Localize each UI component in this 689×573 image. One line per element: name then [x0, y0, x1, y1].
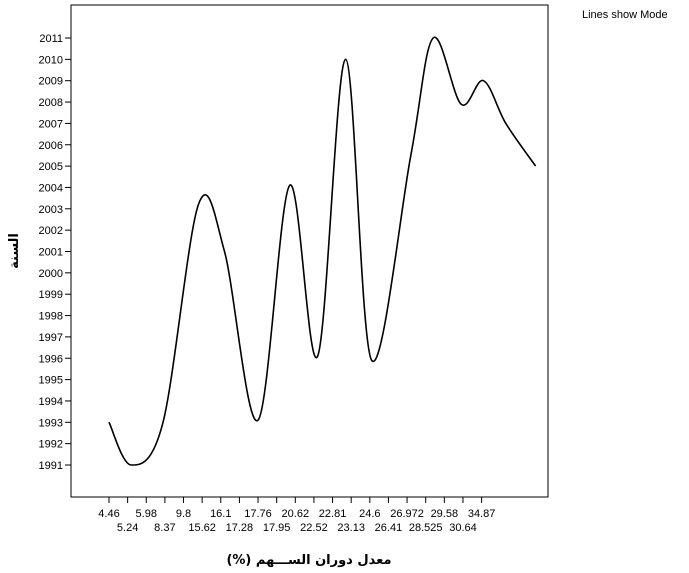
y-tick-label: 2010	[39, 54, 63, 66]
y-tick-label: 1998	[39, 311, 63, 323]
y-tick-label: 2011	[39, 33, 63, 45]
y-tick-label: 1992	[39, 439, 63, 451]
y-tick-label: 2001	[39, 247, 63, 259]
y-tick-label: 2008	[39, 97, 63, 109]
x-tick-label: 22.81	[319, 508, 347, 520]
y-axis: 1991 1992 1993 1994 1995 1996 1997 1998 1999 2000…	[39, 33, 71, 472]
x-tick-label: 30.64	[449, 522, 477, 534]
y-tick-label: 1996	[39, 353, 63, 365]
x-tick-label: 24.6	[359, 508, 380, 520]
y-tick-label: 2009	[39, 76, 63, 88]
x-tick-label: 17.95	[263, 522, 291, 534]
x-tick-label: 26.972	[390, 508, 424, 520]
x-tick-label: 16.1	[210, 508, 231, 520]
x-axis: 4.46 5.24 5.98 8.379.8 15.62 16.1 17.28 17.76 17…	[98, 497, 495, 534]
y-tick-label: 2002	[39, 225, 63, 237]
x-tick-label: 4.46	[98, 508, 119, 520]
y-tick-label: 2004	[39, 182, 63, 194]
y-tick-label: 1991	[39, 460, 63, 472]
x-tick-label: 26.41	[375, 522, 403, 534]
x-tick-label: 34.87	[468, 508, 496, 520]
lines-show-mode-note: Lines show Mode	[582, 9, 668, 21]
x-tick-label: 5.24	[117, 522, 138, 534]
y-tick-label: 1993	[39, 417, 63, 429]
x-tick-label: 17.28	[226, 522, 254, 534]
y-tick-label: 1994	[39, 396, 63, 408]
y-axis-title: السنة	[7, 233, 22, 269]
y-tick-label: 1997	[39, 332, 63, 344]
y-tick-label: 2000	[39, 268, 63, 280]
plot-frame	[70, 4, 549, 498]
y-tick-label: 1999	[39, 289, 63, 301]
mode-line	[108, 36, 537, 466]
y-tick-label: 2007	[39, 118, 63, 130]
x-tick-label: 20.62	[282, 508, 310, 520]
y-tick-label: 2005	[39, 161, 63, 173]
x-tick-label: 9.8	[176, 508, 191, 520]
x-tick-label: 5.98	[136, 508, 157, 520]
x-tick-label: 8.37	[154, 522, 175, 534]
x-axis-title: معدل دوران الســـهم (%)	[226, 553, 391, 568]
x-tick-label: 29.58	[431, 508, 459, 520]
x-tick-label: 28.525	[409, 522, 443, 534]
x-tick-label: 22.52	[300, 522, 328, 534]
x-tick-label: 23.13	[337, 522, 365, 534]
y-tick-label: 1995	[39, 375, 63, 387]
x-tick-label: 15.62	[188, 522, 216, 534]
y-tick-label: 2006	[39, 140, 63, 152]
y-tick-label: 2003	[39, 204, 63, 216]
x-tick-label: 17.76	[244, 508, 272, 520]
